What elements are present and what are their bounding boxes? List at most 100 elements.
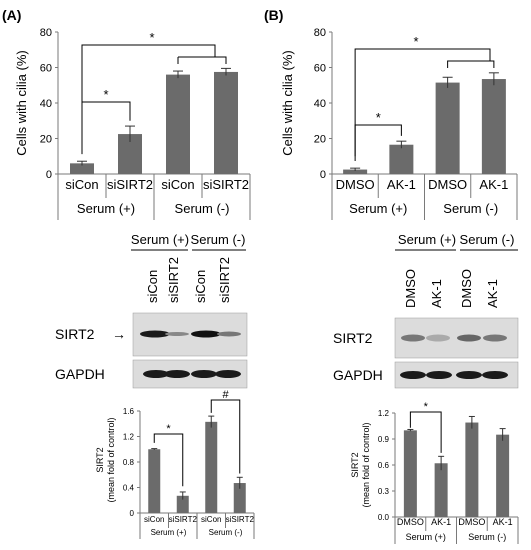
y-tick-label: 60 (314, 62, 326, 74)
y-tick-label: 20 (314, 133, 326, 145)
lane-label: AK-1 (485, 279, 500, 308)
y-tick-label: 0 (46, 169, 52, 181)
blot-group-label: Serum (-) (191, 232, 246, 247)
y-axis-label: (mean fold of control) (361, 422, 371, 507)
significance-mark: * (149, 30, 154, 45)
y-tick-label: 60 (40, 62, 52, 74)
y-tick-label: 1.6 (123, 407, 135, 416)
blot-band (457, 334, 481, 342)
category-label: siCon (201, 515, 221, 524)
significance-bracket (178, 56, 227, 64)
category-label: DMSO (428, 177, 467, 192)
y-tick-label: 0 (320, 169, 326, 181)
significance-mark: * (103, 87, 108, 102)
significance-mark: * (413, 34, 418, 49)
bar (481, 79, 506, 174)
blot-band (143, 370, 169, 378)
blot-row-label: SIRT2 (333, 330, 373, 346)
y-tick-label: 0.4 (123, 483, 135, 492)
bar (343, 169, 368, 174)
y-tick-label: 1.2 (378, 409, 390, 418)
blot-band (482, 371, 508, 379)
category-label: siSIRT2 (169, 515, 198, 524)
y-axis-label: (mean fold of control) (106, 417, 116, 502)
significance-bracket (81, 44, 216, 139)
blot-band (217, 331, 241, 337)
blot-row-label: SIRT2 (55, 326, 95, 342)
category-label: siCon (161, 177, 194, 192)
blot-band (483, 334, 507, 342)
category-label: AK-1 (431, 517, 451, 527)
bar (166, 74, 190, 174)
category-label: AK-1 (479, 177, 508, 192)
y-tick-label: 0.6 (378, 461, 390, 470)
category-label: siCon (65, 177, 98, 192)
bar (403, 430, 417, 517)
y-tick-label: 80 (40, 27, 52, 39)
group-label: Serum (-) (175, 201, 230, 216)
blot-group-label: Serum (-) (460, 232, 515, 247)
panel-label: (B) (264, 7, 283, 23)
lane-label: siSIRT2 (217, 257, 232, 303)
group-label: Serum (+) (77, 201, 135, 216)
lane-label: siSIRT2 (166, 257, 181, 303)
category-label: AK-1 (493, 517, 513, 527)
category-label: siCon (144, 515, 164, 524)
significance-bracket (409, 411, 442, 453)
y-axis-label: Cells with cilia (%) (280, 50, 295, 155)
group-label: Serum (+) (151, 528, 187, 537)
category-label: siSIRT2 (226, 515, 255, 524)
blot-band (401, 334, 425, 342)
bar (434, 463, 448, 517)
bar (70, 163, 94, 174)
category-label: DMSO (397, 517, 424, 527)
blot-band (215, 370, 241, 378)
blot-band (456, 371, 482, 379)
blot-band (191, 330, 221, 338)
bar (205, 421, 218, 513)
lane-label: DMSO (403, 269, 418, 308)
significance-mark: * (376, 110, 381, 125)
blot-row-label: GAPDH (55, 366, 105, 382)
blot-band (400, 371, 426, 379)
y-tick-label: 0.3 (378, 487, 390, 496)
blot-band (165, 332, 189, 336)
y-axis-label: Cells with cilia (%) (14, 50, 29, 155)
significance-bracket (210, 399, 241, 474)
y-tick-label: 1.2 (123, 432, 135, 441)
bar (176, 495, 189, 513)
blot-band (140, 330, 170, 338)
significance-bracket (354, 48, 491, 157)
category-label: siSIRT2 (203, 177, 249, 192)
blot-band (164, 370, 190, 378)
lane-label: AK-1 (429, 279, 444, 308)
significance-bracket (153, 433, 184, 487)
significance-mark: * (166, 423, 171, 435)
y-axis-label: SIRT2 (95, 447, 105, 472)
bar (214, 71, 238, 174)
blot-band (426, 371, 452, 379)
lane-label: DMSO (459, 269, 474, 308)
blot-group-label: Serum (+) (131, 232, 189, 247)
y-tick-label: 0 (130, 509, 135, 518)
blot-band (426, 334, 450, 342)
category-label: siSIRT2 (107, 177, 153, 192)
blot-group-label: Serum (+) (398, 232, 456, 247)
y-tick-label: 40 (40, 98, 52, 110)
panel-b: (B) 0 20 40 60 80 Cells with cilia (%) DMSO AK-1… (264, 7, 519, 544)
bar (496, 434, 510, 517)
group-label: Serum (-) (209, 528, 243, 537)
y-axis-label: SIRT2 (350, 452, 360, 477)
category-label: DMSO (336, 177, 375, 192)
bar (465, 422, 479, 517)
lane-label: siCon (145, 270, 160, 303)
group-label: Serum (+) (349, 201, 407, 216)
category-label: DMSO (458, 517, 485, 527)
bar (148, 449, 161, 513)
bar (435, 82, 460, 174)
y-tick-label: 20 (40, 133, 52, 145)
y-tick-label: 0.0 (378, 513, 390, 522)
significance-bracket (447, 60, 495, 68)
